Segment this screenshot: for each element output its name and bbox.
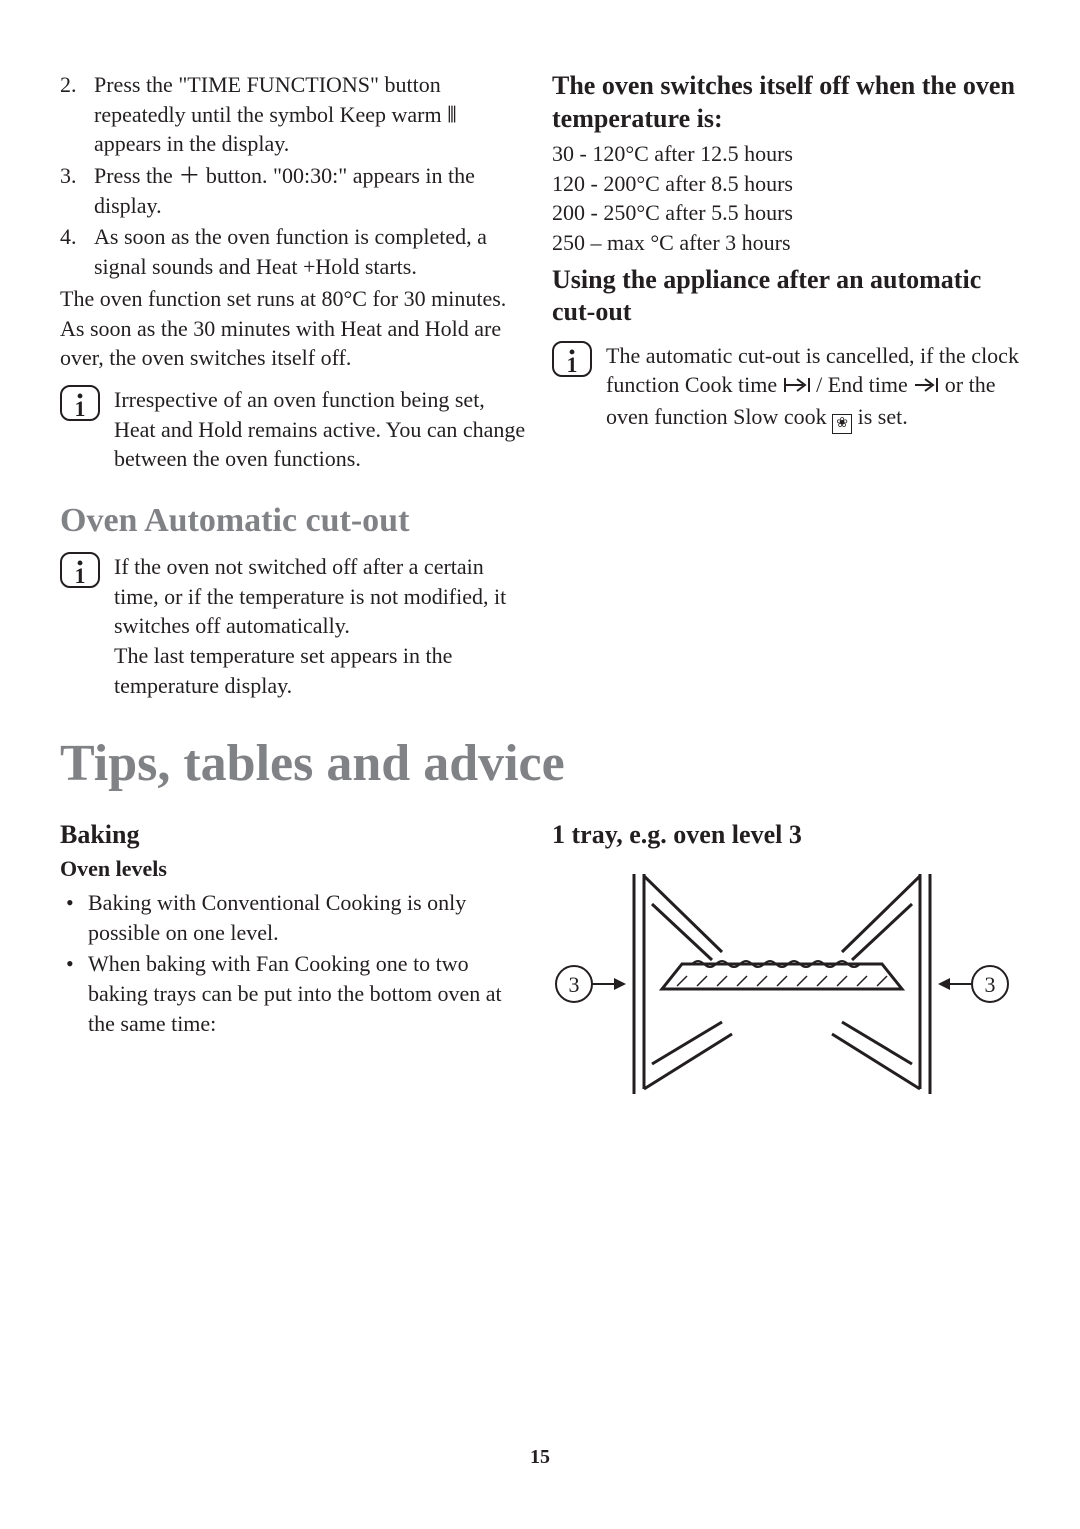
- info-box: Irrespective of an oven function being s…: [60, 385, 528, 474]
- step-text: Press the "TIME FUNCTIONS" button repeat…: [94, 70, 528, 159]
- info-icon: [60, 552, 100, 588]
- subheading: The oven switches itself off when the ov…: [552, 70, 1020, 135]
- left-column: 2. Press the "TIME FUNCTIONS" button rep…: [60, 70, 528, 700]
- step-num: 3.: [60, 161, 94, 220]
- step-num: 4.: [60, 222, 94, 281]
- end-time-icon: [913, 372, 939, 402]
- lower-columns: Baking Oven levels • Baking with Convent…: [60, 819, 1020, 1104]
- svg-text:3: 3: [569, 972, 580, 997]
- bullet: • Baking with Conventional Cooking is on…: [60, 888, 528, 947]
- info-text-part: / End time: [811, 372, 914, 397]
- slow-cook-icon: ❀: [832, 414, 852, 434]
- info-text: If the oven not switched off after a cer…: [114, 552, 528, 700]
- step-text: As soon as the oven function is complete…: [94, 222, 528, 281]
- svg-text:3: 3: [985, 972, 996, 997]
- step-num: 2.: [60, 70, 94, 159]
- sub-label: Oven levels: [60, 856, 528, 882]
- cutout-line: 30 - 120°C after 12.5 hours: [552, 139, 1020, 169]
- subheading: 1 tray, e.g. oven level 3: [552, 819, 1020, 852]
- info-text-part: is set.: [852, 404, 908, 429]
- lower-left-column: Baking Oven levels • Baking with Convent…: [60, 819, 528, 1104]
- info-text: The automatic cut-out is cancelled, if t…: [606, 341, 1020, 434]
- subheading: Using the appliance after an automatic c…: [552, 264, 1020, 329]
- info-text: Irrespective of an oven function being s…: [114, 385, 528, 474]
- step-4: 4. As soon as the oven function is compl…: [60, 222, 528, 281]
- info-box: The automatic cut-out is cancelled, if t…: [552, 341, 1020, 434]
- chapter-heading: Tips, tables and advice: [60, 734, 1020, 793]
- cutout-line: 120 - 200°C after 8.5 hours: [552, 169, 1020, 199]
- bullet: • When baking with Fan Cooking one to tw…: [60, 949, 528, 1038]
- info-icon: [60, 385, 100, 421]
- paragraph: As soon as the 30 minutes with Heat and …: [60, 314, 528, 373]
- paragraph: The oven function set runs at 80°C for 3…: [60, 284, 528, 314]
- cutout-line: 200 - 250°C after 5.5 hours: [552, 198, 1020, 228]
- subheading: Baking: [60, 819, 528, 852]
- upper-columns: 2. Press the "TIME FUNCTIONS" button rep…: [60, 70, 1020, 700]
- step-text: Press the ＋ button. "00:30:" appears in …: [94, 161, 528, 220]
- bullet-mark: •: [60, 949, 88, 1038]
- info-icon: [552, 341, 592, 377]
- info-box: If the oven not switched off after a cer…: [60, 552, 528, 700]
- section-heading: Oven Automatic cut-out: [60, 502, 528, 540]
- bullet-text: Baking with Conventional Cooking is only…: [88, 888, 528, 947]
- step-3: 3. Press the ＋ button. "00:30:" appears …: [60, 161, 528, 220]
- cutout-line: 250 – max °C after 3 hours: [552, 228, 1020, 258]
- step-2: 2. Press the "TIME FUNCTIONS" button rep…: [60, 70, 528, 159]
- info-text-line: The last temperature set appears in the …: [114, 643, 452, 698]
- bullet-mark: •: [60, 888, 88, 947]
- info-text-line: If the oven not switched off after a cer…: [114, 554, 506, 638]
- bullet-text: When baking with Fan Cooking one to two …: [88, 949, 528, 1038]
- cook-time-icon: [783, 372, 811, 402]
- page-number: 15: [0, 1446, 1080, 1469]
- oven-diagram: 3 3: [552, 864, 1012, 1104]
- lower-right-column: 1 tray, e.g. oven level 3 3 3: [552, 819, 1020, 1104]
- right-column: The oven switches itself off when the ov…: [552, 70, 1020, 700]
